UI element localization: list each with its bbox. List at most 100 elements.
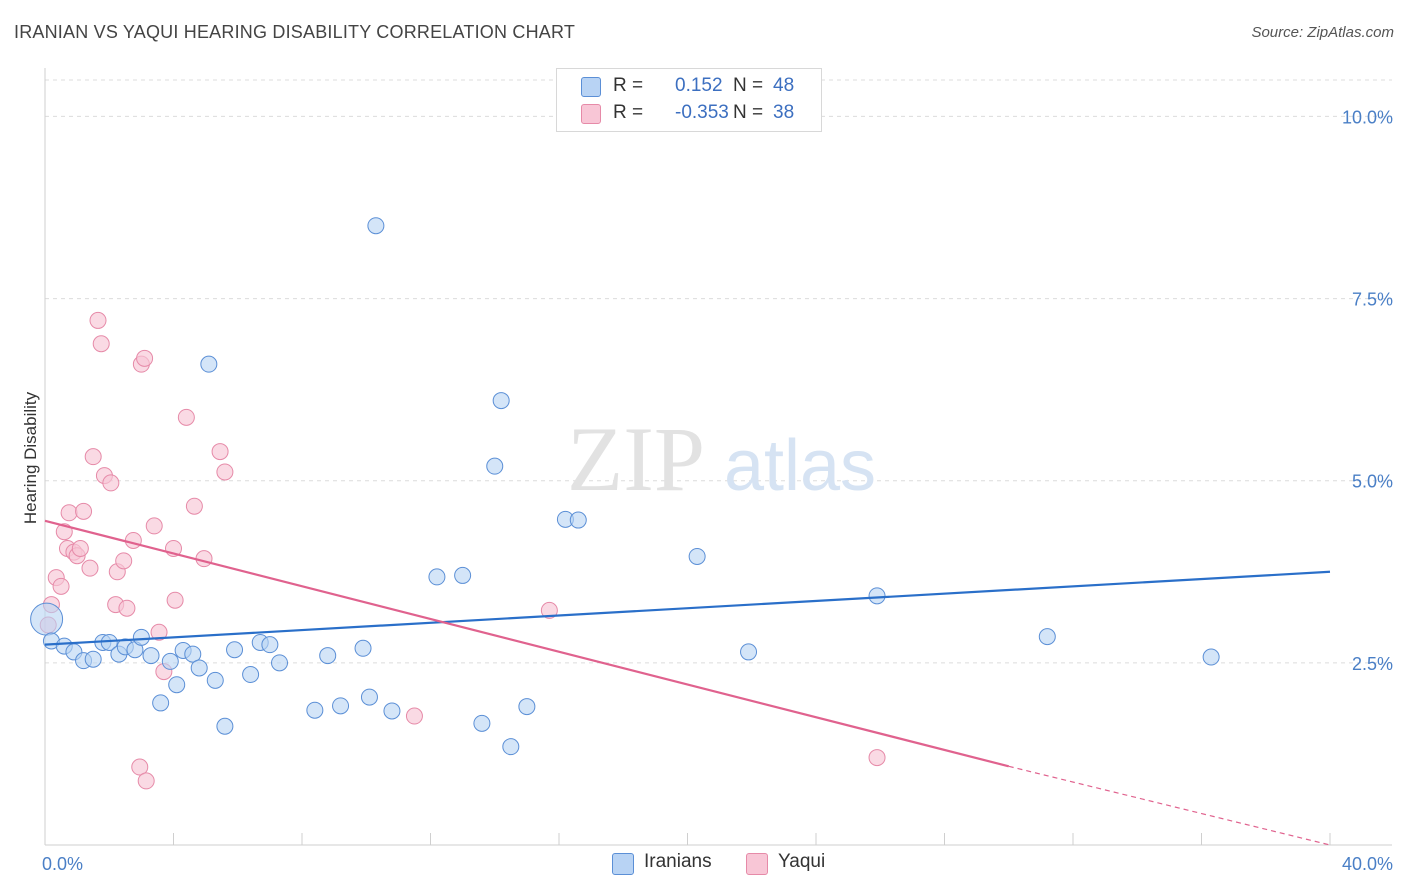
n-value: 48 xyxy=(773,75,795,96)
r-label: R = xyxy=(613,102,644,123)
iranian-point xyxy=(502,738,520,756)
iranian-point xyxy=(226,641,244,659)
yaqui-point xyxy=(150,623,168,641)
y-axis-label: Hearing Disability xyxy=(21,391,40,524)
axes xyxy=(44,68,1392,846)
legend-label-yaqui: Yaqui xyxy=(778,851,826,872)
iranian-point xyxy=(132,628,150,646)
yaqui-point xyxy=(185,497,203,515)
yaqui-point xyxy=(89,311,107,329)
y-tick-label: 5.0% xyxy=(1352,472,1393,492)
watermark-zip: ZIP xyxy=(567,408,705,510)
iranian-point xyxy=(30,602,64,636)
iranians-swatch xyxy=(612,853,634,875)
r-value: 0.152 xyxy=(675,75,723,96)
yaqui-point xyxy=(540,601,558,619)
yaqui-point xyxy=(136,349,154,367)
yaqui-trend-line xyxy=(44,519,1010,768)
trend-lines xyxy=(44,519,1331,846)
source-label: Source: ZipAtlas.com xyxy=(1251,24,1394,41)
r-value: -0.353 xyxy=(675,102,729,123)
chart-title: IRANIAN VS YAQUI HEARING DISABILITY CORR… xyxy=(14,22,576,42)
iranian-point xyxy=(184,645,202,663)
y-tick-label: 7.5% xyxy=(1352,290,1393,310)
yaqui-point xyxy=(92,335,110,353)
yaqui-point xyxy=(405,707,423,725)
correlation-legend: R = 0.152 N = 48 R = -0.353 N = 38 xyxy=(556,68,822,132)
iranians-trend-line xyxy=(44,570,1331,646)
yaqui-point xyxy=(124,531,142,549)
iranian-point xyxy=(486,457,504,475)
n-value: 38 xyxy=(773,102,795,123)
iranian-point xyxy=(168,676,186,694)
iranian-point xyxy=(454,566,472,584)
yaqui-point xyxy=(211,443,229,461)
yaqui-point xyxy=(102,474,120,492)
iranian-point xyxy=(688,547,706,565)
iranian-point xyxy=(473,714,491,732)
iranian-point xyxy=(216,717,234,735)
x-tick-label: 40.0% xyxy=(1342,854,1393,874)
iranian-point xyxy=(332,697,350,715)
iranian-point xyxy=(242,666,260,684)
yaqui-point xyxy=(868,749,886,767)
watermark: ZIP atlas xyxy=(567,408,876,510)
iranian-point xyxy=(428,568,446,586)
iranian-point xyxy=(84,650,102,668)
series-iranians xyxy=(30,217,1220,756)
yaqui-point xyxy=(84,448,102,466)
x-tick-label: 0.0% xyxy=(42,854,83,874)
grid-lines xyxy=(45,79,1392,664)
iranian-point xyxy=(492,392,510,410)
watermark-atlas: atlas xyxy=(724,426,876,506)
yaqui-point xyxy=(75,502,93,520)
iranian-point xyxy=(569,511,587,529)
iranian-point xyxy=(1038,628,1056,646)
iranian-point xyxy=(190,659,208,677)
iranian-point xyxy=(306,701,324,719)
iranian-point xyxy=(261,636,279,654)
yaqui-point xyxy=(131,758,149,776)
yaqui-point xyxy=(52,577,70,595)
iranian-point xyxy=(518,698,536,716)
yaqui-point xyxy=(145,517,163,535)
iranian-point xyxy=(319,647,337,665)
iranian-point xyxy=(161,652,179,670)
iranian-point xyxy=(200,355,218,373)
series-yaqui xyxy=(39,311,886,790)
iranian-point xyxy=(354,639,372,657)
yaqui-trend-extension xyxy=(1008,765,1331,846)
iranian-point xyxy=(740,643,758,661)
y-tick-label: 10.0% xyxy=(1342,107,1393,127)
yaqui-point xyxy=(166,591,184,609)
yaqui-point xyxy=(115,552,133,570)
iranian-point xyxy=(142,647,160,665)
x-tick-labels: 0.0% 40.0% xyxy=(42,854,1393,874)
iranian-point xyxy=(206,671,224,689)
iranian-point xyxy=(271,654,289,672)
iranian-point xyxy=(152,694,170,712)
iranian-point xyxy=(367,217,385,235)
yaqui-swatch xyxy=(746,853,768,875)
iranian-point xyxy=(360,688,378,706)
iranian-point xyxy=(383,702,401,720)
yaqui-point xyxy=(195,550,213,568)
iranians-swatch xyxy=(581,77,601,97)
r-label: R = xyxy=(613,75,644,96)
legend-label-iranians: Iranians xyxy=(644,851,712,872)
yaqui-point xyxy=(81,559,99,577)
yaqui-point xyxy=(118,599,136,617)
n-label: N = xyxy=(733,102,764,123)
yaqui-point xyxy=(60,504,78,522)
yaqui-point xyxy=(177,408,195,426)
n-label: N = xyxy=(733,75,764,96)
yaqui-point xyxy=(71,539,89,557)
series-legend: Iranians Yaqui xyxy=(0,851,1406,879)
y-tick-label: 2.5% xyxy=(1352,654,1393,674)
iranian-point xyxy=(1202,648,1220,666)
yaqui-point xyxy=(137,772,155,790)
yaqui-swatch xyxy=(581,104,601,124)
iranian-point xyxy=(868,587,886,605)
yaqui-point xyxy=(216,463,234,481)
